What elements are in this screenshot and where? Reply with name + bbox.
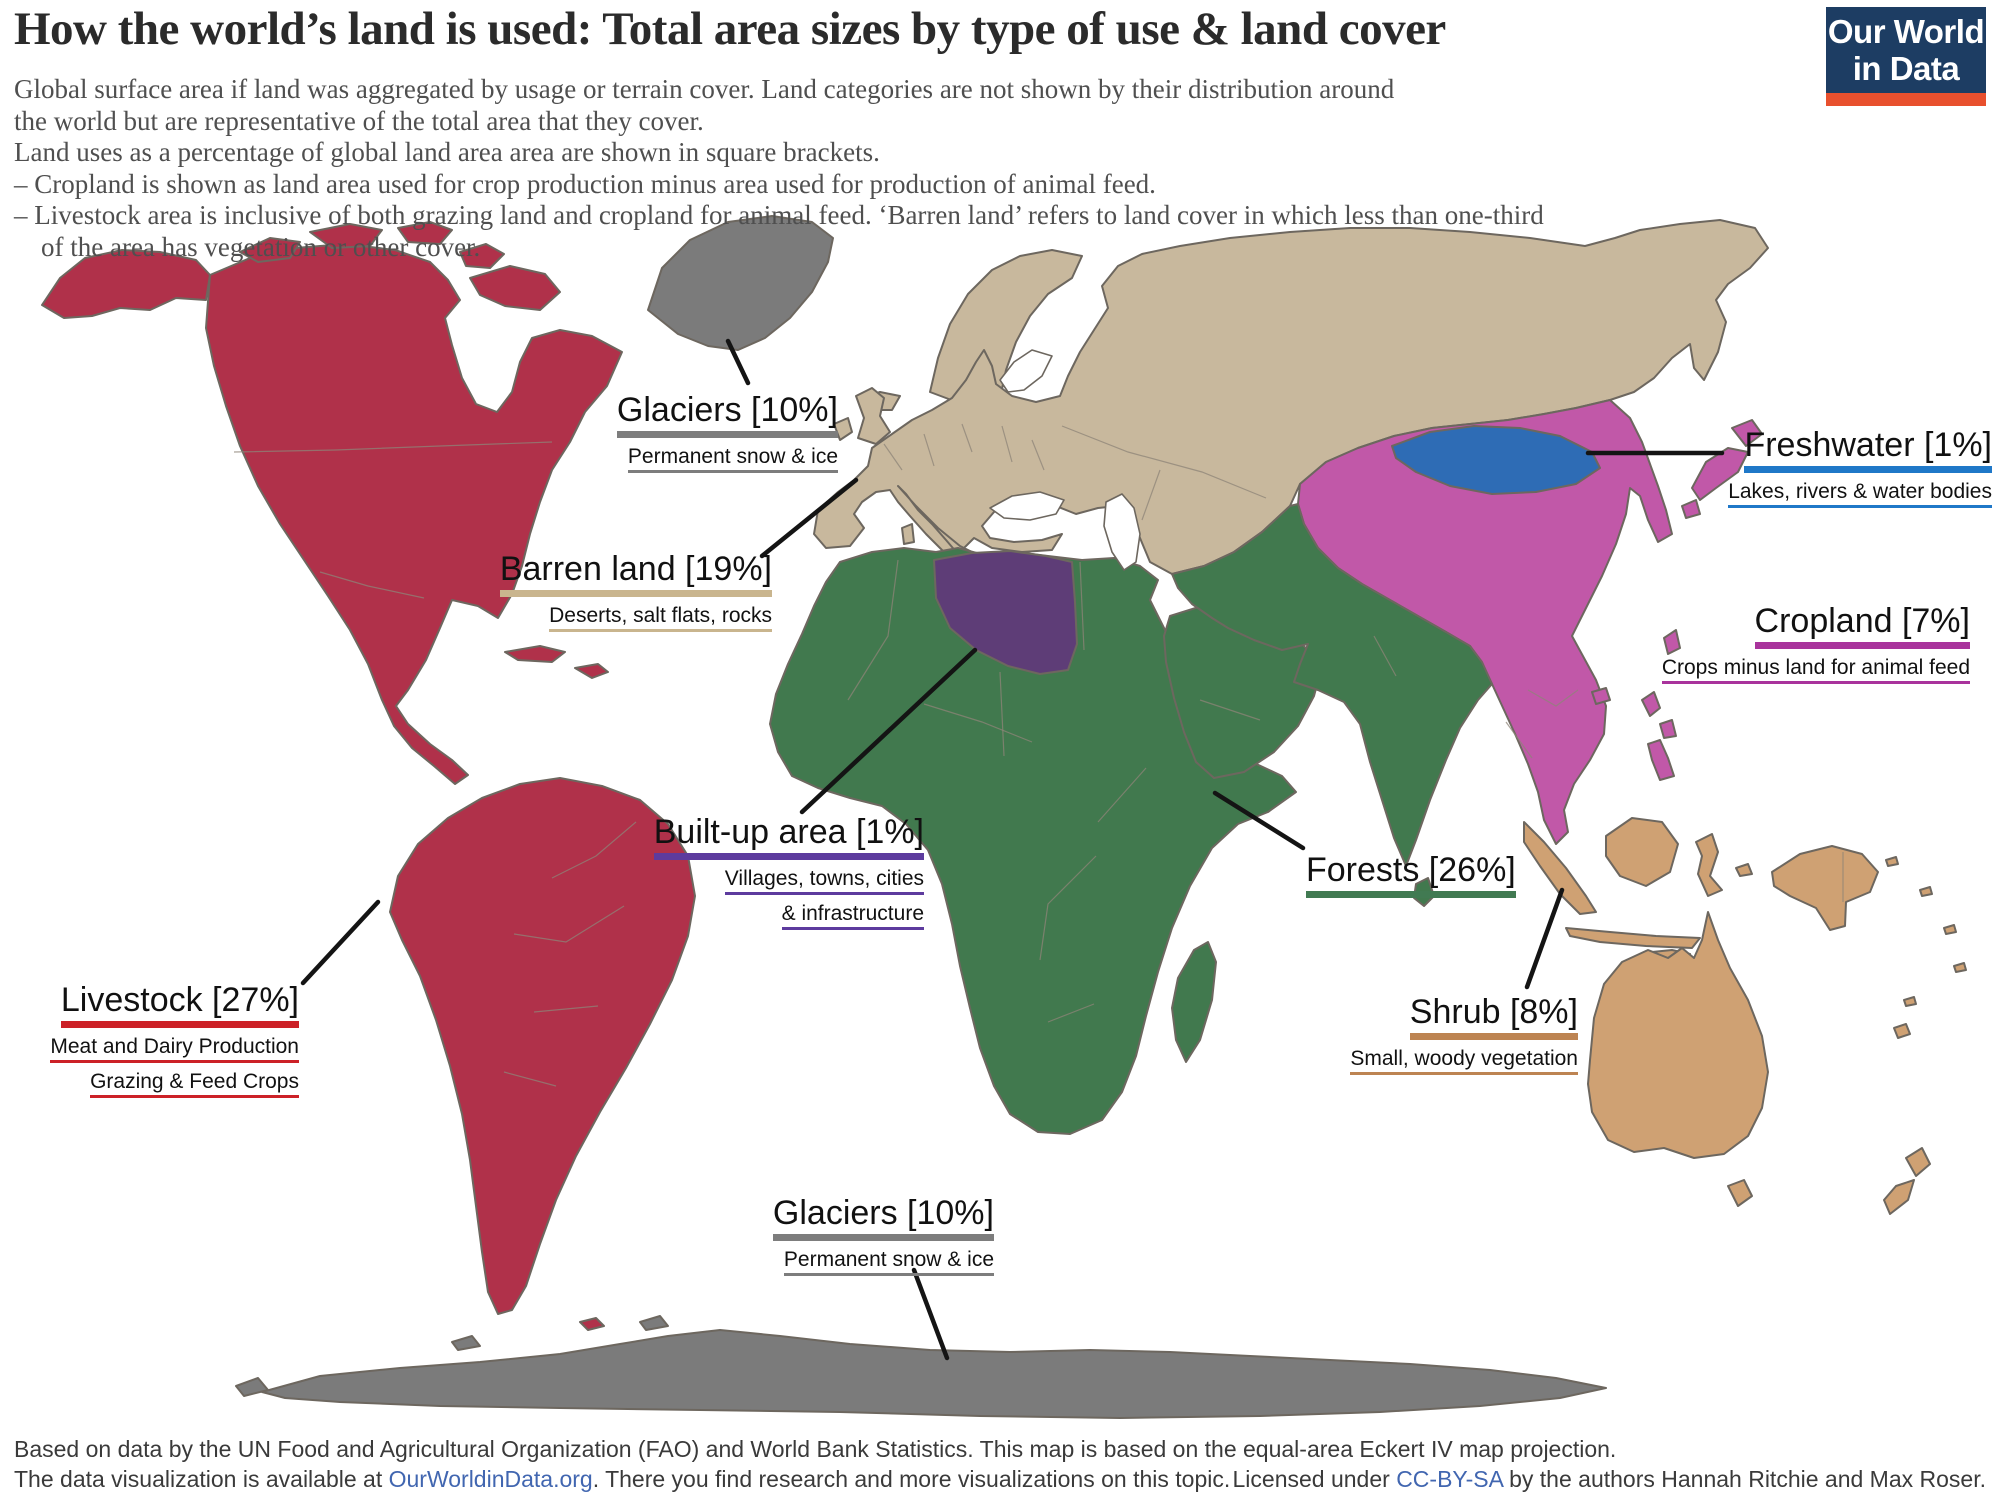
caspian-sea bbox=[1103, 493, 1141, 571]
label-forests: Forests [26%] bbox=[1306, 851, 1516, 898]
page-title: How the world’s land is used: Total area… bbox=[14, 3, 1446, 55]
region-north-america bbox=[205, 243, 623, 785]
label-glaciers-bottom-title: Glaciers [10%] bbox=[772, 1194, 994, 1241]
footer-credit-line: The data visualization is available at O… bbox=[14, 1464, 1986, 1494]
leader-forests bbox=[1212, 790, 1306, 851]
region-sumatra bbox=[1523, 821, 1597, 915]
leader-glaciers-top bbox=[725, 338, 751, 386]
owid-logo-background bbox=[1826, 7, 1986, 106]
footer-source-line: Based on data by the UN Food and Agricul… bbox=[14, 1436, 1617, 1462]
leader-lines bbox=[300, 338, 1725, 1361]
subtitle-line: Global surface area if land was aggregat… bbox=[14, 74, 1395, 104]
region-builtup-libya bbox=[933, 550, 1078, 675]
region-barren bbox=[813, 219, 1769, 575]
label-cropland-sub: Crops minus land for animal feed bbox=[1661, 656, 1970, 684]
leader-shrub bbox=[1524, 887, 1565, 990]
label-glaciers-bottom-sub: Permanent snow & ice bbox=[783, 1248, 994, 1276]
region-philippines bbox=[1641, 691, 1677, 781]
region-madagascar bbox=[1171, 941, 1217, 1063]
region-british-isles bbox=[833, 387, 891, 445]
label-builtup-sub1: Villages, towns, cities bbox=[724, 867, 924, 895]
region-java bbox=[1565, 927, 1701, 949]
label-livestock-sub1: Meat and Dairy Production bbox=[50, 1035, 299, 1063]
label-cropland-title: Cropland [7%] bbox=[1754, 602, 1970, 649]
label-freshwater: Freshwater [1%] Lakes, rivers & water bo… bbox=[1728, 426, 1992, 508]
country-borders bbox=[233, 423, 1844, 1087]
label-barren-sub: Deserts, salt flats, rocks bbox=[549, 604, 772, 632]
region-forests bbox=[769, 503, 1493, 1135]
black-sea bbox=[989, 491, 1065, 521]
label-shrub-sub: Small, woody vegetation bbox=[1350, 1047, 1578, 1075]
label-livestock-title: Livestock [27%] bbox=[60, 981, 299, 1028]
leader-livestock bbox=[300, 899, 381, 986]
label-barren-title: Barren land [19%] bbox=[499, 550, 772, 597]
label-builtup: Built-up area [1%] Villages, towns, citi… bbox=[653, 813, 924, 930]
region-arctic-islands bbox=[239, 221, 561, 311]
label-shrub-title: Shrub [8%] bbox=[1409, 993, 1578, 1040]
region-cropland bbox=[1297, 399, 1763, 845]
region-pacific-islands bbox=[1885, 856, 1967, 1039]
region-alaska bbox=[41, 249, 211, 319]
subtitle-line: – Cropland is shown as land area used fo… bbox=[14, 168, 1156, 199]
region-africa bbox=[769, 547, 1297, 1135]
region-antarctica bbox=[235, 1315, 1607, 1419]
label-glaciers-bottom: Glaciers [10%] Permanent snow & ice bbox=[772, 1194, 994, 1276]
region-borneo bbox=[1605, 817, 1679, 887]
region-freshwater-mongolia bbox=[1391, 425, 1601, 495]
footer-availability: The data visualization is available at O… bbox=[14, 1466, 1231, 1492]
subtitle-line: – Livestock area is inclusive of both gr… bbox=[14, 200, 1544, 230]
owid-logo: Our World in Data bbox=[1826, 7, 1986, 106]
region-new-guinea bbox=[1771, 845, 1879, 931]
label-cropland: Cropland [7%] Crops minus land for anima… bbox=[1661, 602, 1970, 684]
label-shrub: Shrub [8%] Small, woody vegetation bbox=[1350, 993, 1578, 1075]
owid-logo-text: Our World in Data bbox=[1827, 13, 1985, 87]
label-livestock: Livestock [27%] Meat and Dairy Productio… bbox=[50, 981, 299, 1098]
label-barren: Barren land [19%] Deserts, salt flats, r… bbox=[499, 550, 772, 632]
region-glaciers bbox=[235, 215, 1607, 1419]
region-taiwan-hainan bbox=[1591, 629, 1681, 705]
label-glaciers-top: Glaciers [10%] Permanent snow & ice bbox=[616, 391, 838, 473]
baltic-sea bbox=[999, 349, 1053, 393]
label-freshwater-sub: Lakes, rivers & water bodies bbox=[1728, 480, 1992, 508]
region-sulawesi bbox=[1695, 833, 1723, 897]
leader-barren bbox=[759, 477, 859, 559]
region-japan bbox=[1681, 419, 1763, 519]
region-iran-india bbox=[1171, 503, 1493, 867]
inland-seas bbox=[989, 349, 1141, 571]
label-builtup-sub2: & infrastructure bbox=[781, 902, 924, 930]
leader-builtup bbox=[799, 647, 978, 815]
leader-glaciers-bottom bbox=[911, 1267, 950, 1361]
label-glaciers-top-title: Glaciers [10%] bbox=[616, 391, 838, 438]
owid-link[interactable]: OurWorldinData.org bbox=[388, 1466, 593, 1492]
region-south-america bbox=[389, 777, 696, 1331]
subtitle-line: Land uses as a percentage of global land… bbox=[14, 137, 880, 167]
label-freshwater-title: Freshwater [1%] bbox=[1744, 426, 1992, 473]
region-greenland bbox=[647, 215, 834, 351]
region-new-zealand bbox=[1883, 1147, 1931, 1215]
label-builtup-title: Built-up area [1%] bbox=[653, 813, 924, 860]
region-australia bbox=[1587, 911, 1769, 1159]
footer-license: Licensed under CC-BY-SA by the authors H… bbox=[1232, 1466, 1987, 1492]
label-glaciers-top-sub: Permanent snow & ice bbox=[627, 445, 838, 473]
subtitle-line: of the area has vegetation or other cove… bbox=[41, 231, 481, 262]
region-tasmania bbox=[1727, 1179, 1753, 1207]
owid-logo-stripe bbox=[1826, 93, 1986, 106]
region-caribbean bbox=[504, 645, 609, 679]
license-link[interactable]: CC-BY-SA bbox=[1396, 1466, 1503, 1492]
region-shrub bbox=[1523, 817, 1967, 1215]
region-livestock bbox=[41, 221, 696, 1331]
subtitle: Global surface area if land was aggregat… bbox=[14, 74, 1544, 263]
subtitle-line: the world but are representative of the … bbox=[14, 105, 704, 136]
label-livestock-sub2: Grazing & Feed Crops bbox=[90, 1070, 299, 1098]
label-forests-title: Forests [26%] bbox=[1306, 851, 1516, 898]
